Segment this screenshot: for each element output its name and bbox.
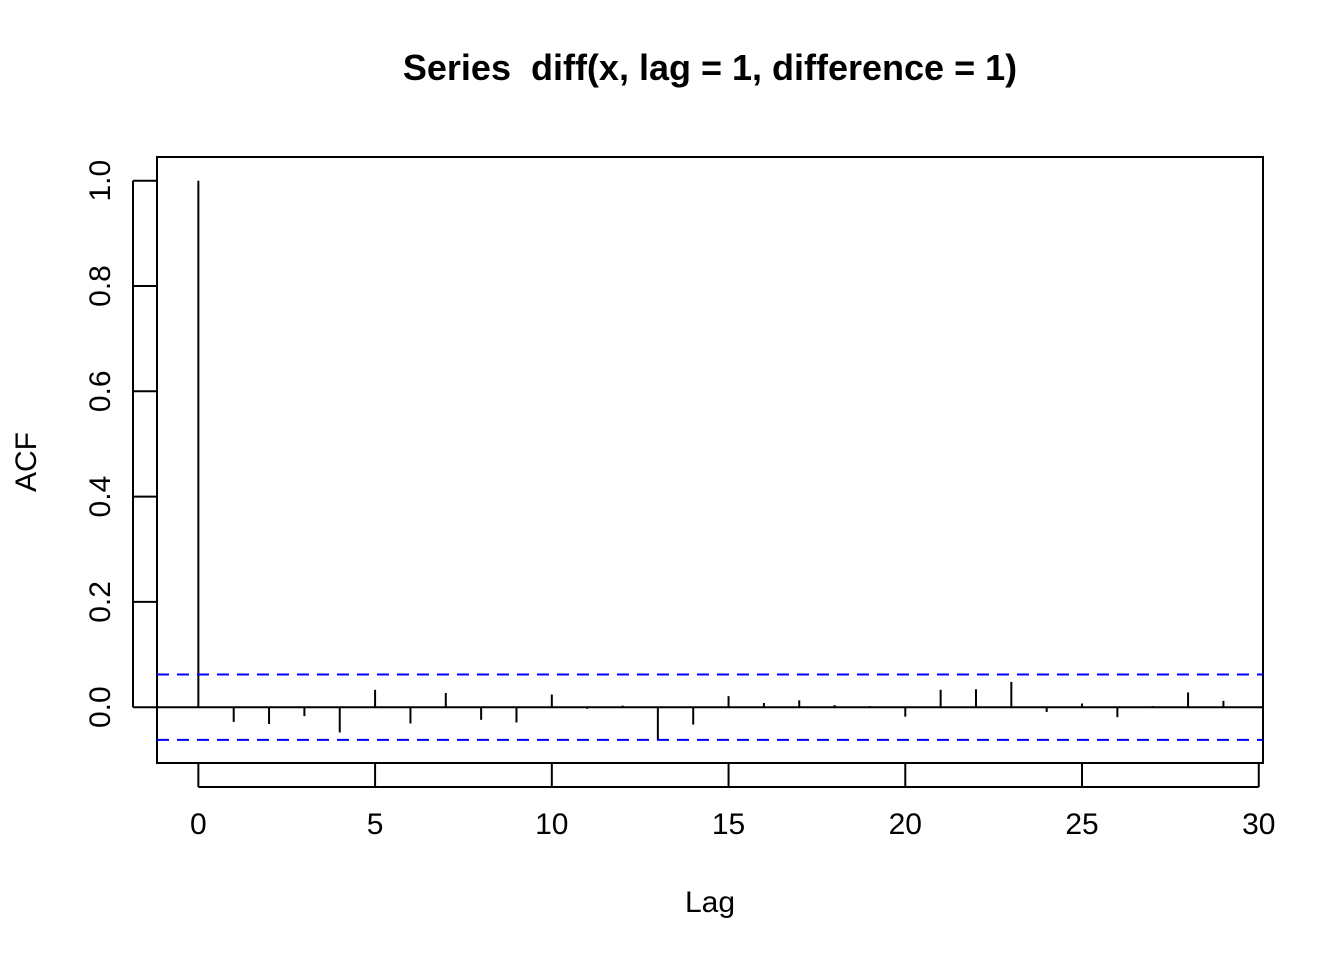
chart-title: Series diff(x, lag = 1, difference = 1) bbox=[403, 47, 1017, 88]
x-tick-label: 30 bbox=[1242, 808, 1275, 841]
y-axis-label: ACF bbox=[10, 432, 43, 492]
x-axis-label: Lag bbox=[685, 886, 735, 919]
y-tick-label: 0.8 bbox=[84, 265, 117, 307]
x-tick-label: 15 bbox=[712, 808, 745, 841]
x-axis: 0 5 10 15 20 25 30 bbox=[190, 763, 1275, 841]
x-tick-label: 0 bbox=[190, 808, 207, 841]
y-tick-label: 0.6 bbox=[84, 370, 117, 412]
y-tick-label: 0.4 bbox=[84, 476, 117, 518]
y-axis: 0.0 0.2 0.4 0.6 0.8 1.0 bbox=[84, 160, 157, 728]
confidence-bounds bbox=[157, 673, 1263, 741]
y-tick-label: 1.0 bbox=[84, 160, 117, 202]
plot-frame bbox=[156, 156, 1264, 764]
acf-bars bbox=[157, 180, 1263, 741]
y-tick-label: 0.0 bbox=[84, 686, 117, 728]
x-tick-label: 5 bbox=[367, 808, 384, 841]
x-tick-label: 20 bbox=[889, 808, 922, 841]
x-tick-label: 25 bbox=[1065, 808, 1098, 841]
y-tick-label: 0.2 bbox=[84, 581, 117, 623]
x-tick-label: 10 bbox=[535, 808, 568, 841]
